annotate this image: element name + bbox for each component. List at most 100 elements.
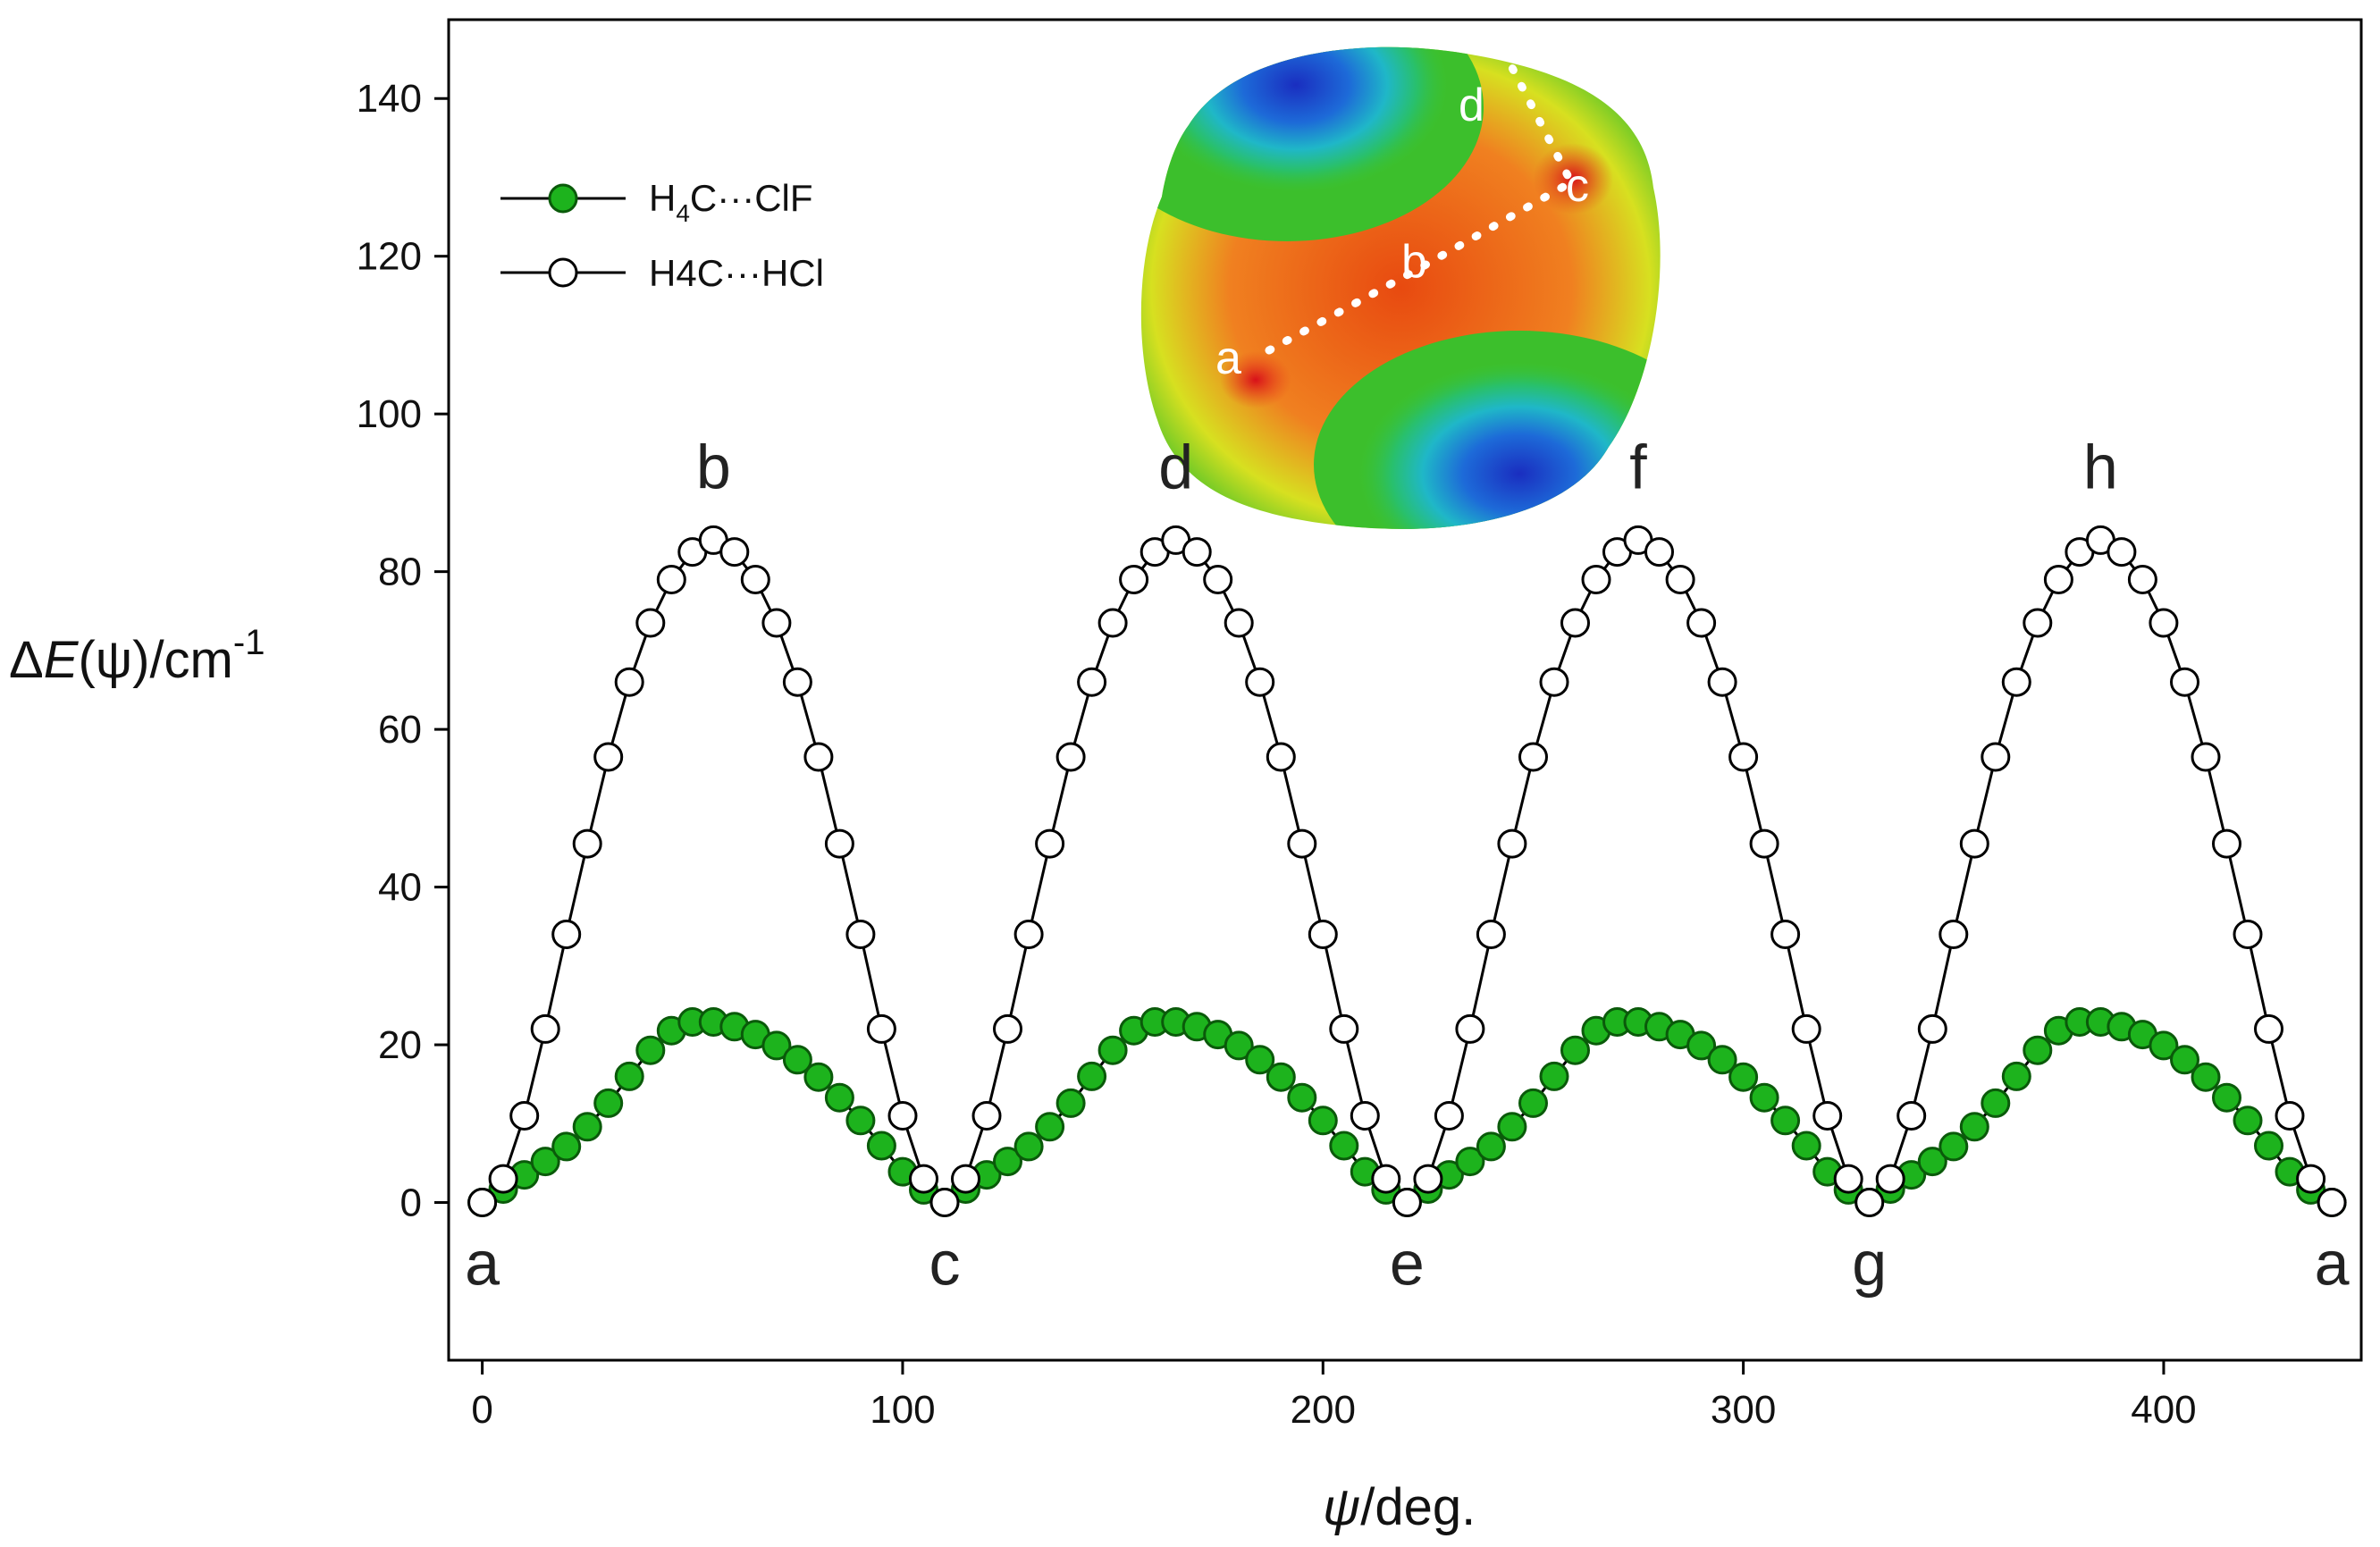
y-tick-label-7: 140 — [357, 77, 422, 121]
clf-point-41 — [1329, 1131, 1359, 1161]
clf-point-59 — [1707, 1045, 1737, 1075]
clf-point-61 — [1749, 1082, 1779, 1113]
hcl-point-68 — [1896, 1101, 1927, 1131]
hcl-point-5 — [572, 828, 602, 859]
hcl-point-30 — [1097, 608, 1128, 638]
legend: H4C···ClF H4C···HCl — [500, 177, 824, 294]
clf-point-60 — [1728, 1062, 1759, 1092]
hcl-point-26 — [1013, 920, 1044, 949]
hcl-point-75 — [2043, 565, 2073, 594]
series-line-1 — [481, 538, 2334, 1205]
y-axis-title-e: E — [44, 631, 80, 689]
clf-point-5 — [572, 1112, 602, 1142]
hcl-point-14 — [761, 608, 792, 638]
hcl-point-58 — [1686, 608, 1717, 638]
hcl-point-70 — [1938, 920, 1969, 949]
hcl-point-39 — [1287, 828, 1317, 859]
x-tick-label-1: 100 — [870, 1388, 935, 1432]
point-label-5: f — [1629, 432, 1647, 501]
hcl-point-6 — [593, 742, 624, 772]
hcl-point-13 — [740, 565, 770, 594]
y-axis-title-open: ( — [78, 631, 95, 689]
x-axis-title-rest: /deg. — [1360, 1478, 1476, 1536]
hcl-point-67 — [1875, 1164, 1905, 1194]
y-tick-label-1: 20 — [378, 1023, 422, 1067]
x-tick-label-3: 300 — [1711, 1388, 1776, 1432]
hcl-point-1 — [488, 1164, 518, 1194]
x-tick-label-4: 400 — [2131, 1388, 2196, 1432]
clf-point-26 — [1013, 1131, 1044, 1162]
hcl-point-73 — [2001, 667, 2031, 697]
clf-point-48 — [1476, 1131, 1506, 1162]
hcl-point-44 — [1392, 1188, 1422, 1217]
hcl-point-85 — [2254, 1013, 2283, 1044]
hcl-point-52 — [1560, 608, 1590, 638]
x-axis-title-psi: ψ — [1323, 1478, 1360, 1536]
hcl-point-46 — [1434, 1101, 1464, 1131]
legend-label-1-rest: C···ClF — [690, 177, 813, 219]
x-axis: 0 100 200 300 400 — [471, 1360, 2197, 1432]
hcl-point-71 — [1959, 828, 1989, 859]
hcl-point-38 — [1266, 742, 1296, 772]
hcl-point-50 — [1518, 742, 1548, 772]
clf-point-70 — [1938, 1131, 1969, 1162]
x-tick-label-0: 0 — [471, 1388, 492, 1432]
clf-point-49 — [1497, 1112, 1527, 1142]
series-line-0 — [481, 1021, 2333, 1205]
hcl-point-35 — [1203, 565, 1233, 594]
hcl-point-49 — [1497, 828, 1527, 859]
hcl-point-83 — [2212, 828, 2241, 859]
hcl-point-43 — [1371, 1164, 1401, 1194]
clf-point-25 — [993, 1147, 1022, 1177]
x-tick-label-2: 200 — [1291, 1388, 1356, 1432]
clf-point-63 — [1791, 1131, 1821, 1161]
hcl-point-37 — [1245, 667, 1275, 697]
clf-point-4 — [551, 1131, 582, 1162]
y-axis-title-close: )/cm — [132, 631, 233, 689]
hcl-point-80 — [2149, 608, 2179, 638]
clf-point-14 — [761, 1030, 792, 1061]
y-tick-label-5: 100 — [357, 392, 422, 436]
hcl-point-47 — [1455, 1013, 1485, 1044]
clf-point-74 — [2023, 1035, 2053, 1065]
point-label-0: a — [465, 1229, 500, 1299]
point-label-7: h — [2083, 432, 2118, 501]
clf-point-71 — [1959, 1112, 1989, 1142]
hcl-point-57 — [1665, 565, 1695, 594]
clf-point-37 — [1245, 1045, 1275, 1075]
legend-label-1-h: H — [649, 177, 676, 219]
hcl-point-25 — [993, 1013, 1022, 1044]
hcl-point-40 — [1308, 920, 1338, 949]
point-label-1: b — [696, 432, 731, 501]
hcl-point-82 — [2191, 742, 2221, 772]
hcl-point-64 — [1812, 1101, 1843, 1131]
y-axis: 0 20 40 60 80 100 120 140 — [357, 77, 449, 1225]
hcl-point-23 — [951, 1164, 980, 1194]
hcl-point-15 — [782, 667, 812, 697]
hcl-point-72 — [1981, 742, 2011, 772]
point-label-8: a — [2315, 1229, 2350, 1299]
inset-blue-lower — [1358, 362, 1661, 529]
y-axis-title-psi: ψ — [96, 631, 132, 689]
legend-label-2: H4C···HCl — [649, 252, 824, 294]
y-tick-label-4: 80 — [378, 551, 422, 594]
clf-point-38 — [1266, 1062, 1296, 1092]
hcl-point-20 — [887, 1101, 918, 1131]
clf-point-18 — [845, 1106, 876, 1136]
hcl-point-36 — [1224, 608, 1254, 638]
hcl-point-66 — [1854, 1188, 1885, 1217]
hcl-point-63 — [1791, 1013, 1821, 1044]
point-label-2: c — [929, 1229, 960, 1299]
clf-point-82 — [2191, 1062, 2221, 1092]
y-axis-title-delta: Δ — [9, 631, 44, 689]
clf-point-40 — [1308, 1106, 1338, 1136]
inset-label-b: b — [1401, 236, 1427, 288]
inset-red-spot-c — [1533, 143, 1613, 214]
y-axis-title: ΔE(ψ)/cm-1 — [9, 623, 265, 689]
hcl-point-59 — [1707, 667, 1737, 697]
clf-point-28 — [1055, 1088, 1086, 1118]
clf-point-17 — [824, 1082, 854, 1113]
hcl-point-60 — [1728, 742, 1759, 772]
hcl-point-12 — [719, 537, 750, 568]
